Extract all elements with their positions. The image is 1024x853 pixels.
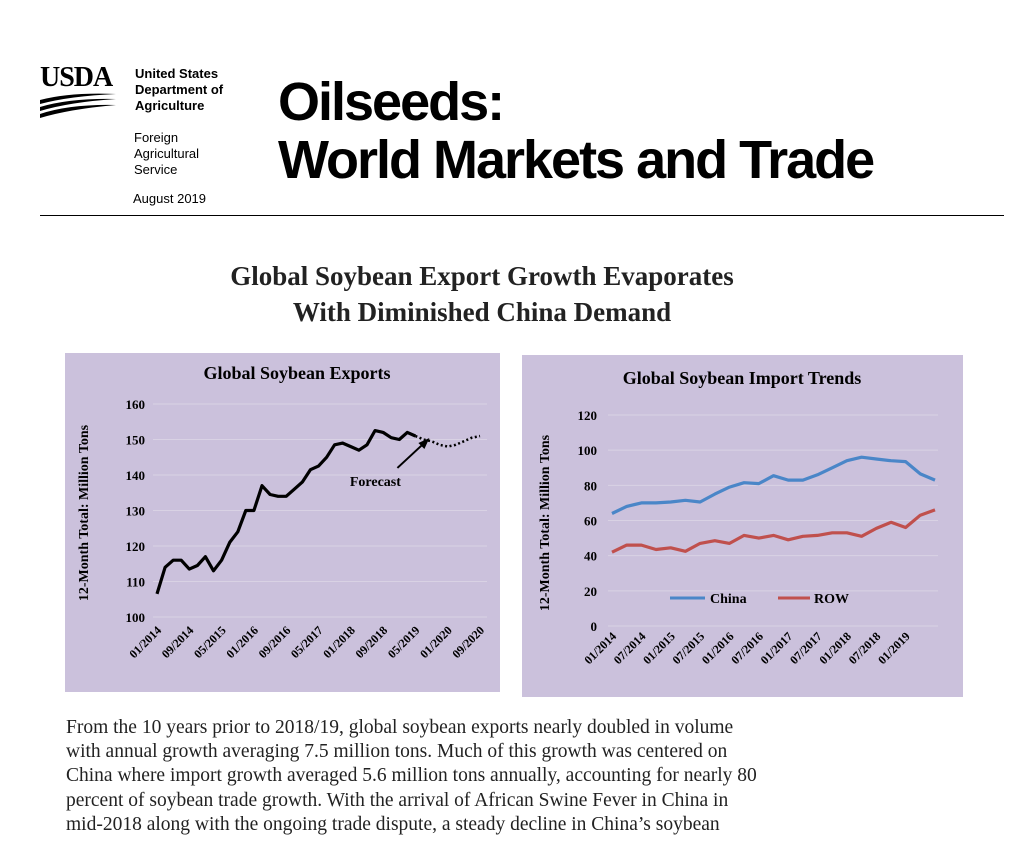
legend-label: China <box>710 592 747 607</box>
annotation: Forecast <box>350 475 401 490</box>
y-axis-label: 12-Month Total: Million Tons <box>77 424 92 601</box>
y-tick-label: 130 <box>126 504 146 519</box>
header-rule <box>40 215 1004 216</box>
agency: United States Department of Agriculture <box>135 66 223 114</box>
series-line <box>611 455 936 515</box>
y-tick-label: 100 <box>578 443 598 458</box>
service-line: Service <box>134 162 178 177</box>
y-tick-label: 60 <box>584 514 597 529</box>
y-axis-label: 12-Month Total: Million Tons <box>538 434 553 611</box>
body-text: From the 10 years prior to 2018/19, glob… <box>66 716 757 837</box>
y-tick-label: 0 <box>591 619 598 634</box>
series-line <box>155 429 417 595</box>
logo-text: USDA <box>40 62 113 93</box>
y-tick-label: 140 <box>126 468 146 483</box>
headline-line: With Diminished China Demand <box>292 297 672 327</box>
y-tick-label: 160 <box>126 397 146 412</box>
legend-label: ROW <box>814 592 849 607</box>
chart-background <box>522 355 963 697</box>
headline: Global Soybean Export Growth Evaporates … <box>0 258 994 330</box>
agency-line: Agriculture <box>135 98 205 113</box>
agency-line: United States <box>135 66 219 81</box>
service-line: Agricultural <box>134 146 200 161</box>
chart-title: Global Soybean Exports <box>203 363 390 383</box>
series-line <box>611 508 936 554</box>
y-tick-label: 100 <box>126 610 146 625</box>
chart: Global Soybean Import Trends 12-Month Tot… <box>522 355 963 697</box>
chart-title: Global Soybean Import Trends <box>623 368 862 388</box>
headline-line: Global Soybean Export Growth Evaporates <box>230 261 734 291</box>
chart-background <box>65 353 500 692</box>
body-line: with annual growth averaging 7.5 million… <box>66 741 728 763</box>
body-line: mid-2018 along with the ongoing trade di… <box>66 813 720 835</box>
y-tick-label: 20 <box>584 584 597 599</box>
body-line: China where import growth averaged 5.6 m… <box>66 765 757 787</box>
chart: Global Soybean Exports 12-Month Total: Mi… <box>65 353 500 692</box>
y-tick-label: 80 <box>584 478 597 493</box>
y-tick-label: 40 <box>584 549 597 564</box>
agency-line: Department of <box>135 82 224 97</box>
logo-swoosh <box>40 93 116 118</box>
body-line: percent of soybean trade growth. With th… <box>66 789 729 811</box>
annotation-arrowhead <box>418 437 430 449</box>
y-tick-label: 120 <box>126 539 146 554</box>
y-tick-label: 150 <box>126 433 146 448</box>
date: August 2019 <box>133 191 207 206</box>
y-tick-label: 110 <box>126 575 145 590</box>
body-line: From the 10 years prior to 2018/19, glob… <box>66 717 734 738</box>
title-line: World Markets and Trade <box>278 130 875 190</box>
y-tick-label: 120 <box>578 408 598 423</box>
annotation-arrow <box>396 441 427 469</box>
title-line: Oilseeds: <box>278 72 505 132</box>
service-line: Foreign <box>134 130 179 145</box>
service: Foreign Agricultural Service <box>134 130 199 178</box>
report-title: Oilseeds: World Markets and Trade <box>278 72 875 190</box>
